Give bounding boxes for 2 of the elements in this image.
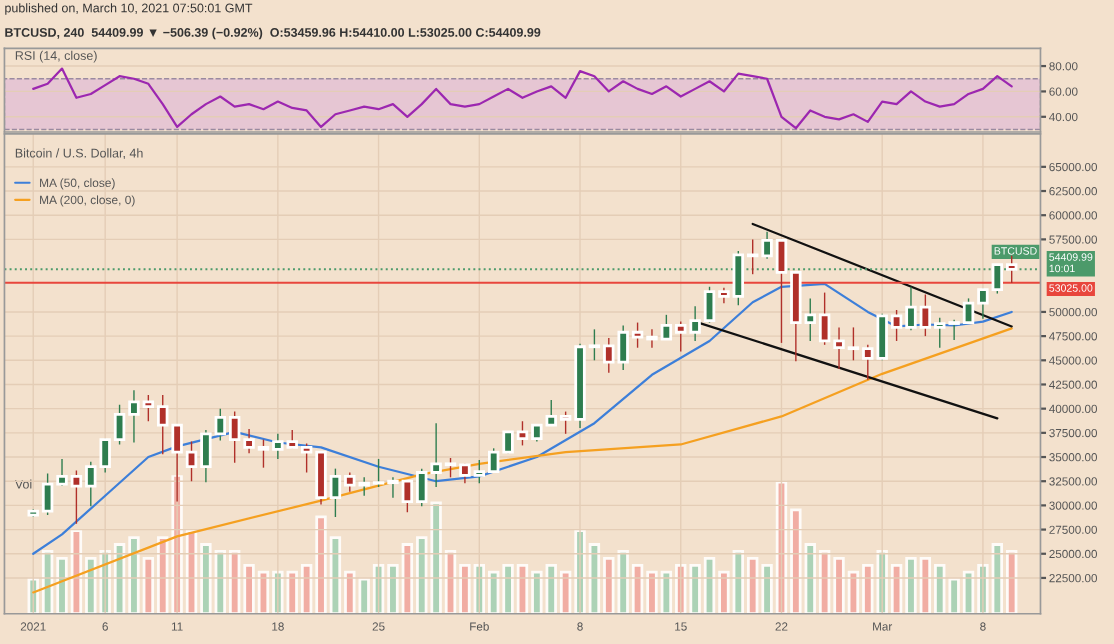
line-series (32, 282, 1013, 555)
line-series (32, 67, 1013, 130)
